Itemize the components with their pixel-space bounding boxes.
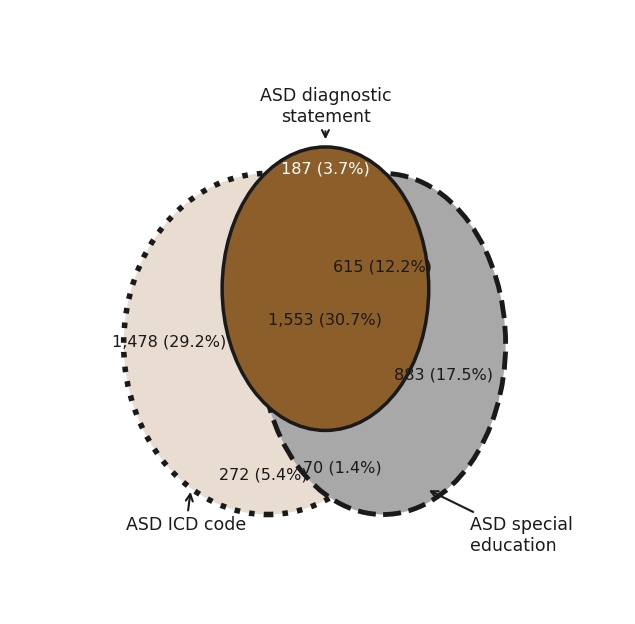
Text: ASD special
education: ASD special education: [431, 491, 573, 555]
Text: 883 (17.5%): 883 (17.5%): [394, 368, 493, 383]
Text: 70 (1.4%): 70 (1.4%): [303, 461, 382, 475]
Text: 1,553 (30.7%): 1,553 (30.7%): [269, 313, 382, 328]
Text: ASD ICD code: ASD ICD code: [126, 494, 246, 534]
Text: ASD diagnostic
statement: ASD diagnostic statement: [260, 87, 391, 137]
Ellipse shape: [222, 147, 429, 431]
Ellipse shape: [260, 173, 505, 515]
Text: 1,478 (29.2%): 1,478 (29.2%): [112, 334, 227, 349]
Text: 187 (3.7%): 187 (3.7%): [281, 161, 370, 176]
Text: 615 (12.2%): 615 (12.2%): [333, 260, 432, 275]
Ellipse shape: [124, 173, 412, 515]
Text: 272 (5.4%): 272 (5.4%): [218, 467, 307, 482]
